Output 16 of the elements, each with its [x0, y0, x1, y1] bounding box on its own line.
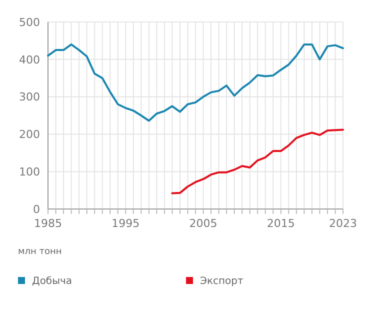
y-axis-title: млн тонн	[18, 247, 62, 257]
x-tick-label: 1995	[112, 217, 140, 230]
x-tick-label: 2005	[189, 217, 218, 230]
y-tick-label: 400	[19, 53, 40, 66]
line-series	[171, 128, 344, 194]
x-tick-label: 2015	[266, 217, 295, 230]
y-tick-label: 500	[19, 16, 40, 29]
y-tick-label: 200	[19, 128, 40, 142]
legend-label: Добыча	[32, 276, 72, 287]
x-tick-label: 2023	[329, 217, 357, 230]
line-series	[47, 43, 344, 122]
y-tick-label: 300	[19, 90, 40, 104]
y-tick-label: 0	[33, 202, 40, 216]
legend-label: Экспорт	[200, 276, 244, 287]
y-tick-label: 100	[19, 165, 40, 178]
x-tick-label: 1985	[34, 217, 62, 230]
